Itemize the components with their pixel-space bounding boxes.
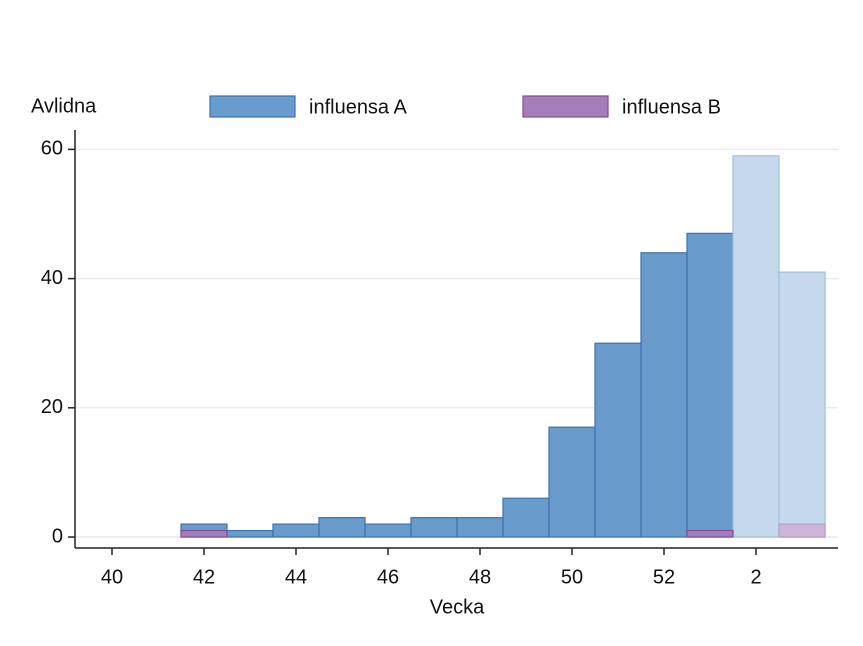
bar <box>548 426 596 538</box>
bar <box>226 529 274 538</box>
legend-swatch <box>209 95 296 118</box>
y-tick-label: 20 <box>41 396 63 418</box>
y-axis-label: Avlidna <box>31 95 97 117</box>
x-tick-label: 48 <box>469 566 491 588</box>
x-tick-label: 42 <box>193 566 215 588</box>
bar <box>778 271 826 538</box>
legend-label: influensa A <box>309 96 408 118</box>
bar <box>272 523 320 538</box>
bar <box>456 517 504 538</box>
x-tick-label: 50 <box>561 566 583 588</box>
bar <box>640 252 688 538</box>
bar <box>732 155 780 538</box>
bar <box>778 523 826 538</box>
legend-swatch <box>522 95 609 118</box>
bar <box>410 517 458 538</box>
bar <box>594 342 642 538</box>
y-tick-label: 0 <box>52 525 63 547</box>
bar <box>318 517 366 538</box>
legend-label: influensa B <box>622 96 721 118</box>
bar <box>180 529 228 538</box>
bar <box>364 523 412 538</box>
y-tick-label: 60 <box>41 138 63 160</box>
x-axis-label: Vecka <box>430 596 485 618</box>
y-tick-label: 40 <box>41 267 63 289</box>
x-tick-label: 46 <box>377 566 399 588</box>
bar <box>686 232 734 538</box>
bar <box>502 497 550 538</box>
x-tick-label: 2 <box>750 566 761 588</box>
x-tick-label: 52 <box>653 566 675 588</box>
x-tick-label: 44 <box>285 566 307 588</box>
bar <box>686 529 734 538</box>
x-tick-label: 40 <box>101 566 123 588</box>
